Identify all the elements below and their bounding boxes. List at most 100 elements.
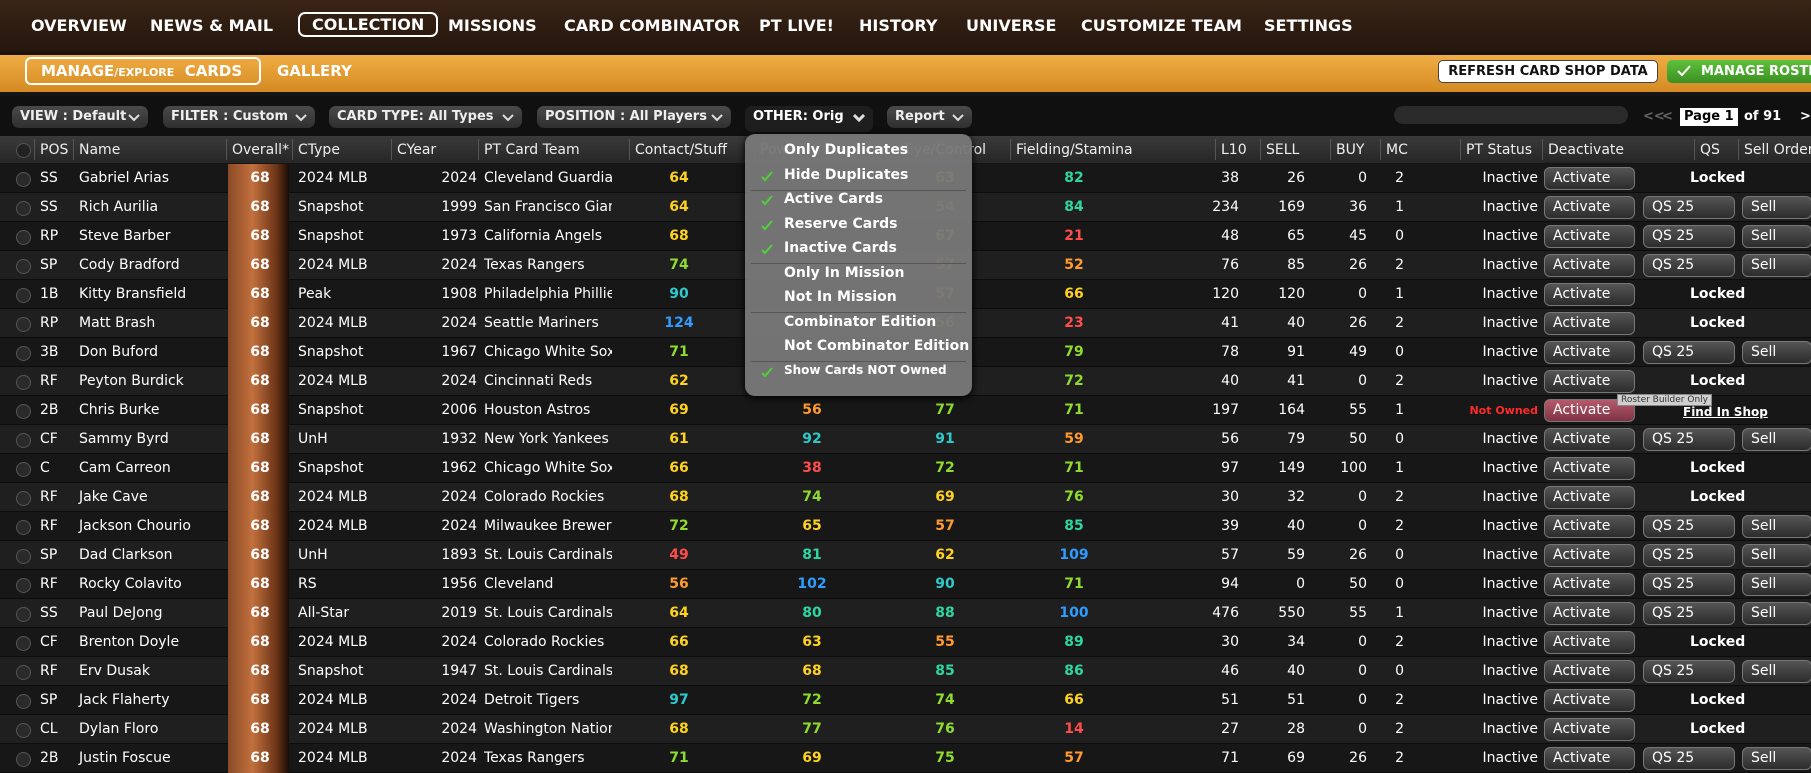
column-header[interactable]: QS — [1700, 142, 1720, 158]
activate-button[interactable]: Activate — [1544, 312, 1635, 335]
nav-tab[interactable]: PT LIVE! — [759, 16, 834, 35]
dropdown-item[interactable]: Only In Mission — [784, 264, 905, 281]
dropdown-item[interactable]: Reserve Cards — [784, 215, 898, 232]
radio[interactable] — [16, 346, 31, 361]
column-header[interactable]: SELL — [1266, 142, 1300, 158]
radio[interactable] — [16, 317, 31, 332]
nav-tab[interactable]: OVERVIEW — [31, 16, 127, 35]
qs-button[interactable]: QS 25 — [1643, 428, 1735, 451]
radio[interactable] — [16, 462, 31, 477]
table-row[interactable]: RF Jake Cave 68 2024 MLB 2024 Colorado Rockie… — [0, 483, 1811, 512]
radio[interactable] — [16, 172, 31, 187]
table-row[interactable]: 2B Chris Burke 68 Snapshot 2006 Houston Astro… — [0, 396, 1811, 425]
nav-tab[interactable]: MISSIONS — [448, 16, 537, 35]
refresh-button[interactable]: REFRESH CARD SHOP DATA — [1438, 60, 1658, 83]
qs-button[interactable]: QS 25 — [1643, 254, 1735, 277]
sell-button[interactable]: Sell — [1742, 747, 1811, 770]
sell-button[interactable]: Sell — [1742, 602, 1811, 625]
activate-button[interactable]: Activate — [1544, 167, 1635, 190]
activate-button[interactable]: Activate — [1544, 515, 1635, 538]
activate-button[interactable]: Activate — [1544, 747, 1635, 770]
column-header[interactable]: CYear — [397, 142, 437, 158]
dropdown-item[interactable]: Hide Duplicates — [784, 166, 909, 183]
radio[interactable] — [16, 520, 31, 535]
radio[interactable] — [16, 491, 31, 506]
radio[interactable] — [16, 201, 31, 216]
qs-button[interactable]: QS 25 — [1643, 660, 1735, 683]
column-header[interactable]: Fielding/Stamina — [1016, 142, 1133, 158]
column-header[interactable]: BUY — [1336, 142, 1365, 158]
dropdown-item[interactable]: Active Cards — [784, 191, 884, 207]
sell-button[interactable]: Sell — [1742, 515, 1811, 538]
sell-button[interactable]: Sell — [1742, 341, 1811, 364]
table-row[interactable]: CL Dylan Floro 68 2024 MLB 2024 Washington Na… — [0, 715, 1811, 744]
qs-button[interactable]: QS 25 — [1643, 341, 1735, 364]
column-header[interactable]: Sell Order — [1744, 142, 1811, 158]
activate-button[interactable]: Activate — [1544, 486, 1635, 509]
table-row[interactable]: 2B Justin Foscue 68 2024 MLB 2024 Texas Range… — [0, 744, 1811, 773]
dropdown-item[interactable]: Not In Mission — [784, 289, 897, 305]
dropdown-item[interactable]: Combinator Edition — [784, 313, 937, 330]
column-header[interactable]: POS — [40, 142, 69, 158]
radio[interactable] — [16, 607, 31, 622]
table-row[interactable]: SP Dad Clarkson 68 UnH 1893 St. Louis Cardina… — [0, 541, 1811, 570]
sell-button[interactable]: Sell — [1742, 196, 1811, 219]
qs-button[interactable]: QS 25 — [1643, 515, 1735, 538]
radio[interactable] — [16, 549, 31, 564]
search-box[interactable] — [1394, 106, 1628, 124]
activate-button[interactable]: Activate — [1544, 718, 1635, 741]
activate-button[interactable]: Activate — [1544, 457, 1635, 480]
qs-button[interactable]: QS 25 — [1643, 573, 1735, 596]
nav-tab[interactable]: COLLECTION — [298, 12, 439, 37]
manage-roster-button[interactable]: MANAGE ROSTER — [1667, 60, 1811, 83]
filter-button[interactable]: VIEW : Default — [12, 106, 148, 128]
table-row[interactable]: CF Brenton Doyle 68 2024 MLB 2024 Colorado Ro… — [0, 628, 1811, 657]
radio[interactable] — [16, 375, 31, 390]
radio[interactable] — [16, 230, 31, 245]
sell-button[interactable]: Sell — [1742, 254, 1811, 277]
activate-button[interactable]: Activate — [1544, 370, 1635, 393]
radio[interactable] — [16, 404, 31, 419]
activate-button[interactable]: Activate — [1544, 689, 1635, 712]
find-in-shop-link[interactable]: Find In Shop — [1683, 405, 1768, 419]
radio[interactable] — [16, 752, 31, 767]
dropdown-item[interactable]: Show Cards NOT Owned — [784, 362, 947, 377]
sell-button[interactable]: Sell — [1742, 544, 1811, 567]
activate-button[interactable]: Activate — [1544, 341, 1635, 364]
activate-button[interactable]: Activate — [1544, 631, 1635, 654]
table-row[interactable]: RF Rocky Colavito 68 RS 1956 Cleveland 56 102 90… — [0, 570, 1811, 599]
table-row[interactable]: RF Erv Dusak 68 Snapshot 1947 St. Louis Cardi… — [0, 657, 1811, 686]
qs-button[interactable]: QS 25 — [1643, 747, 1735, 770]
sell-button[interactable]: Sell — [1742, 428, 1811, 451]
radio[interactable] — [16, 578, 31, 593]
nav-tab[interactable]: CARD COMBINATOR — [564, 16, 741, 35]
filter-button[interactable]: CARD TYPE: All Types — [329, 106, 522, 128]
activate-button[interactable]: Activate — [1544, 254, 1635, 277]
nav-tab[interactable]: CUSTOMIZE TEAM — [1081, 16, 1242, 35]
column-header[interactable]: Overall* — [232, 142, 290, 158]
activate-button[interactable]: Activate — [1544, 544, 1635, 567]
radio[interactable] — [16, 694, 31, 709]
qs-button[interactable]: QS 25 — [1643, 544, 1735, 567]
table-row[interactable]: SP Jack Flaherty 68 2024 MLB 2024 Detroit Tig… — [0, 686, 1811, 715]
dropdown-item[interactable]: Not Combinator Edition — [784, 338, 970, 354]
activate-button[interactable]: Activate — [1544, 283, 1635, 306]
prev-page[interactable]: < — [1662, 109, 1673, 124]
column-header[interactable]: Contact/Stuff — [635, 142, 728, 158]
column-header[interactable]: PT Status — [1466, 142, 1533, 158]
qs-button[interactable]: QS 25 — [1643, 602, 1735, 625]
column-header[interactable]: Name — [79, 142, 121, 158]
column-header[interactable]: PT Card Team — [484, 142, 580, 158]
activate-button[interactable]: Activate — [1544, 602, 1635, 625]
qs-button[interactable]: QS 25 — [1643, 225, 1735, 248]
dropdown-item[interactable]: Inactive Cards — [784, 240, 897, 256]
activate-button[interactable]: Activate — [1544, 399, 1635, 422]
activate-button[interactable]: Activate — [1544, 196, 1635, 219]
nav-tab[interactable]: HISTORY — [859, 16, 938, 35]
table-row[interactable]: SS Paul DeJong 68 All-Star 2019 St. Louis Car… — [0, 599, 1811, 628]
page-input[interactable]: Page 1 — [1680, 108, 1738, 126]
radio[interactable] — [16, 433, 31, 448]
radio[interactable] — [16, 665, 31, 680]
radio[interactable] — [16, 636, 31, 651]
sell-button[interactable]: Sell — [1742, 660, 1811, 683]
